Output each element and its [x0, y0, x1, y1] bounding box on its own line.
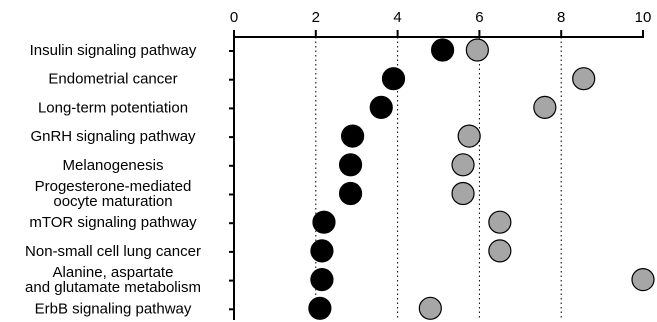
x-tick-label: 6 — [475, 9, 483, 26]
data-point — [310, 268, 334, 292]
category-label-line: Progesterone-mediated — [35, 178, 192, 195]
category-label-line: Melanogenesis — [63, 157, 164, 174]
x-tick-label: 10 — [635, 9, 652, 26]
data-points — [308, 38, 655, 320]
data-point — [341, 124, 365, 148]
data-point — [308, 296, 332, 320]
data-point — [457, 124, 481, 148]
data-point — [430, 38, 455, 62]
category-label: GnRH signaling pathway — [30, 128, 196, 145]
category-label: Insulin signaling pathway — [30, 42, 197, 59]
data-point — [533, 95, 557, 120]
data-point — [369, 95, 393, 120]
category-label-line: and glutamate metabolism — [25, 279, 201, 296]
category-label: Melanogenesis — [63, 157, 164, 174]
x-tick-label: 0 — [230, 9, 238, 26]
data-point — [451, 181, 475, 206]
category-label: Long-term potentiation — [38, 99, 188, 116]
category-label-line: Alanine, aspartate — [53, 264, 174, 281]
category-label: Non-small cell lung cancer — [25, 243, 201, 260]
data-point — [381, 67, 406, 91]
x-tick-label: 4 — [393, 9, 401, 26]
category-label-line: Non-small cell lung cancer — [25, 243, 201, 260]
category-label-line: ErbB signaling pathway — [35, 300, 192, 317]
data-point — [488, 210, 512, 234]
category-label: mTOR signaling pathway — [29, 214, 197, 231]
category-label-line: Insulin signaling pathway — [30, 42, 197, 59]
x-tick-label: 2 — [312, 9, 320, 26]
grid-lines — [315, 37, 562, 320]
x-axis: 0 2 4 6 8 10 — [230, 9, 652, 38]
category-label: Progesterone-mediated oocyte maturation — [35, 178, 192, 210]
category-label: Alanine, aspartate and glutamate metaboli… — [25, 264, 201, 296]
data-point — [310, 239, 334, 263]
category-label-line: Endometrial cancer — [48, 71, 177, 88]
category-label: ErbB signaling pathway — [35, 300, 192, 317]
data-point — [312, 210, 336, 234]
data-point — [338, 153, 363, 177]
data-point — [418, 296, 442, 320]
category-label-line: GnRH signaling pathway — [30, 128, 196, 145]
data-point — [451, 153, 475, 177]
category-label-line: oocyte maturation — [53, 193, 172, 210]
data-point — [631, 268, 655, 292]
category-axis: Insulin signaling pathway Endometrial can… — [25, 37, 235, 320]
data-point — [488, 239, 512, 263]
x-tick-label: 8 — [557, 9, 565, 26]
category-label: Endometrial cancer — [48, 71, 177, 88]
data-point — [338, 181, 363, 206]
data-point — [572, 67, 596, 91]
category-label-line: mTOR signaling pathway — [29, 214, 197, 231]
category-label-line: Long-term potentiation — [38, 99, 188, 116]
data-point — [465, 38, 489, 62]
